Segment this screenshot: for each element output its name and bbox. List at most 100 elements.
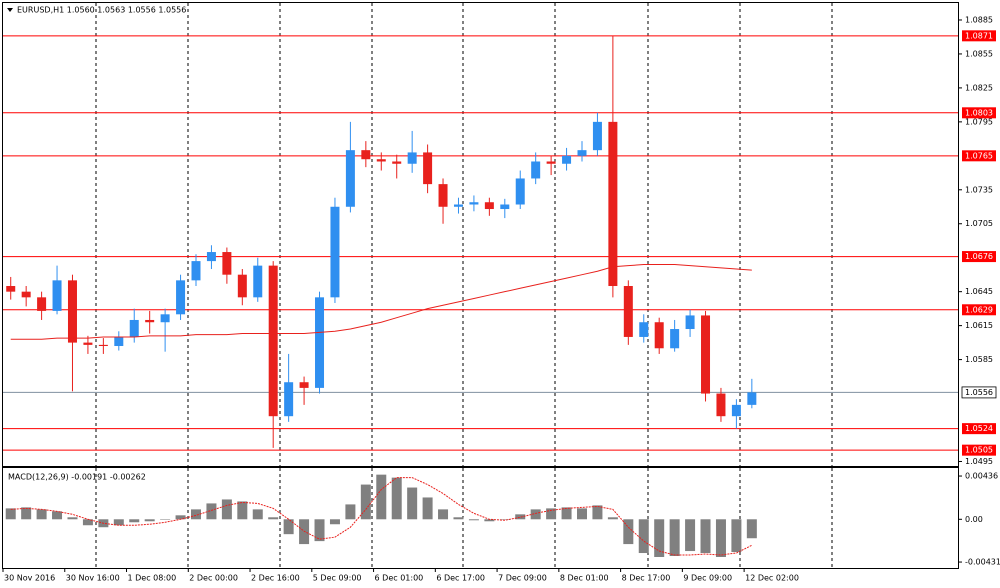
macd-bar xyxy=(577,508,587,520)
level-label-box xyxy=(962,30,996,42)
macd-bar xyxy=(746,519,757,539)
candle-body xyxy=(268,265,278,417)
candle-body xyxy=(562,155,572,164)
chart-title: EURUSD,H1 1.0560 1.0563 1.0556 1.0556 xyxy=(17,6,186,15)
macd-bar xyxy=(345,504,356,520)
macd-bar xyxy=(654,519,665,557)
candle-body xyxy=(608,121,618,287)
level-label: 1.0676 xyxy=(965,252,993,261)
y-tick-label: 1.0615 xyxy=(965,321,993,330)
x-tick-label: 9 Dec 09:00 xyxy=(683,574,732,583)
candle-body xyxy=(37,297,47,311)
y-tick-label: 1.0705 xyxy=(965,219,993,228)
level-label-box xyxy=(962,150,996,162)
x-tick-label: 6 Dec 17:00 xyxy=(436,574,485,583)
x-tick-label: 8 Dec 01:00 xyxy=(560,574,609,583)
candle-body xyxy=(83,342,93,345)
candle-body xyxy=(639,322,649,337)
level-label-box xyxy=(962,423,996,435)
candle-body xyxy=(98,344,108,347)
level-label-box xyxy=(962,304,996,316)
signal-line xyxy=(10,477,753,556)
y-tick-label: 1.0795 xyxy=(965,117,993,126)
macd-bar xyxy=(52,511,63,520)
macd-bar xyxy=(129,519,140,523)
candle-body xyxy=(392,161,402,164)
macd-bar xyxy=(67,517,78,520)
macd-bar xyxy=(113,519,124,526)
macd-bar xyxy=(252,509,263,520)
candle-body xyxy=(701,315,711,394)
x-tick-label: 12 Dec 02:00 xyxy=(745,574,799,583)
candle-body xyxy=(345,150,355,207)
candle-body xyxy=(253,265,263,298)
x-tick-label: 1 Dec 08:00 xyxy=(128,574,177,583)
macd-bar xyxy=(268,517,279,520)
level-label: 1.0524 xyxy=(965,424,993,433)
macd-bar xyxy=(82,519,93,526)
candle-body xyxy=(623,286,633,337)
y-tick-label: 1.0645 xyxy=(965,287,993,296)
candle-body xyxy=(685,315,695,330)
macd-bar xyxy=(638,519,649,554)
candle-body xyxy=(500,204,510,210)
macd-bar xyxy=(700,519,711,554)
candle-body xyxy=(592,121,602,151)
candle-body xyxy=(6,286,16,292)
y-tick-label: 1.0495 xyxy=(965,457,993,466)
candle-body xyxy=(670,329,680,349)
candle-body xyxy=(515,178,525,205)
macd-bar xyxy=(468,519,479,521)
candle-body xyxy=(315,297,325,388)
macd-bar xyxy=(607,517,618,520)
macd-bar xyxy=(731,519,742,553)
macd-bar xyxy=(530,509,541,520)
x-tick-label: 2 Dec 00:00 xyxy=(189,574,238,583)
candle-body xyxy=(299,382,309,388)
y-tick-label: -0.00431 xyxy=(965,558,1000,567)
macd-bar xyxy=(422,497,433,520)
macd-bar xyxy=(623,519,634,545)
candle-body xyxy=(330,206,340,298)
macd-bar xyxy=(175,515,186,520)
macd-bar xyxy=(329,519,340,525)
macd-bar xyxy=(391,477,402,520)
level-label-box xyxy=(962,107,996,119)
price-panel xyxy=(2,2,959,467)
macd-bar xyxy=(144,519,155,522)
candle-body xyxy=(469,202,479,205)
macd-bar xyxy=(484,519,495,522)
candle-body xyxy=(423,152,433,185)
macd-bar xyxy=(283,519,294,535)
x-tick-label: 30 Nov 2016 xyxy=(4,574,55,583)
macd-bar xyxy=(376,474,387,520)
candle-body xyxy=(716,393,726,417)
x-tick-label: 30 Nov 16:00 xyxy=(66,574,120,583)
level-label: 1.0871 xyxy=(965,31,993,40)
macd-bar xyxy=(206,503,217,520)
macd-bar xyxy=(5,508,16,520)
macd-bar xyxy=(453,517,464,520)
candle-body xyxy=(176,280,186,315)
y-tick-label: 1.0855 xyxy=(965,49,993,58)
level-label-box xyxy=(962,444,996,456)
candle-body xyxy=(531,161,541,179)
candle-body xyxy=(160,314,170,323)
current-price-box xyxy=(961,386,997,399)
candle-body xyxy=(731,404,741,417)
candle-body xyxy=(376,159,386,162)
y-tick-label: 1.0885 xyxy=(965,15,993,24)
macd-bar xyxy=(715,519,726,557)
candle-body xyxy=(577,150,587,156)
macd-bar xyxy=(669,519,680,556)
candle-body xyxy=(484,202,494,210)
y-tick-label: 1.0735 xyxy=(965,185,993,194)
level-label: 1.0505 xyxy=(965,446,993,455)
candle-body xyxy=(67,280,77,343)
level-label: 1.0803 xyxy=(965,108,993,117)
macd-bar xyxy=(561,507,572,520)
candle-body xyxy=(747,392,757,405)
y-tick-label: 0.00436 xyxy=(965,472,998,481)
